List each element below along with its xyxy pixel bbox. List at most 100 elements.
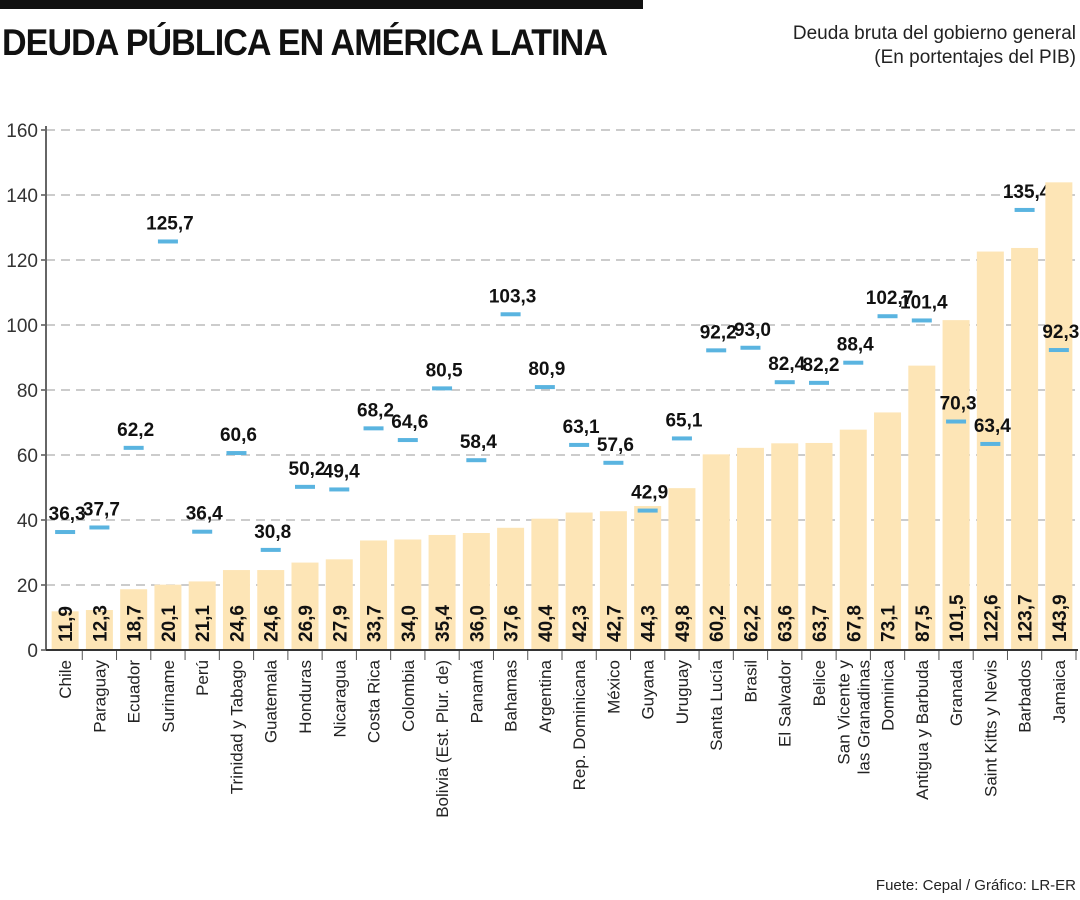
- y-tick-label: 40: [17, 511, 38, 532]
- category-label-line: Belice: [810, 660, 829, 706]
- marker-value-label: 82,4: [768, 354, 805, 375]
- y-tick-label: 100: [6, 316, 38, 337]
- category-label-line: Brasil: [741, 660, 760, 703]
- category-label-line: Honduras: [296, 660, 315, 734]
- marker: [55, 530, 76, 535]
- marker: [843, 360, 864, 365]
- bar-value-label: 37,6: [502, 605, 523, 642]
- category-label: Belice: [810, 660, 829, 706]
- bar-value-label: 11,9: [56, 606, 77, 642]
- marker: [534, 385, 555, 390]
- category-label-line: Trinidad y Tabago: [227, 660, 246, 794]
- bar: [428, 534, 456, 650]
- marker: [157, 239, 178, 244]
- category-label-line: Perú: [193, 660, 212, 696]
- bar: [805, 442, 833, 650]
- marker: [603, 460, 624, 465]
- marker-value-label: 135,4: [1003, 182, 1051, 203]
- subtitle-line-2: (En portentajes del PIB): [874, 47, 1076, 68]
- chart-title: DEUDA PÚBLICA EN AMÉRICA LATINA: [2, 22, 608, 63]
- category-label: Honduras: [296, 660, 315, 734]
- category-label: Brasil: [741, 660, 760, 703]
- chart-subtitle: Deuda bruta del gobierno general (En por…: [793, 22, 1076, 70]
- category-label: Granada: [947, 659, 966, 726]
- y-tick-label: 120: [6, 251, 38, 272]
- bar: [222, 570, 250, 650]
- category-label: Paraguay: [90, 660, 109, 733]
- category-label: Antigua y Barbuda: [913, 659, 932, 799]
- category-label: Argentina: [536, 659, 555, 732]
- marker-value-label: 49,4: [323, 461, 360, 482]
- category-label: Guatemala: [262, 659, 281, 743]
- marker: [946, 419, 967, 424]
- y-tick-label: 60: [17, 446, 38, 467]
- category-label: Jamaica: [1050, 659, 1069, 723]
- marker: [295, 484, 315, 489]
- category-label-line: las Granadinas: [854, 660, 873, 774]
- bar-value-label: 27,9: [330, 605, 351, 642]
- category-label-line: Argentina: [536, 659, 555, 732]
- marker: [706, 348, 727, 353]
- marker-value-label: 42,9: [631, 483, 668, 504]
- marker: [226, 451, 247, 456]
- bar-value-label: 87,5: [913, 605, 934, 642]
- category-label: Trinidad y Tabago: [227, 660, 246, 794]
- category-label: Panamá: [467, 659, 486, 723]
- category-label-line: Barbados: [1016, 660, 1035, 733]
- marker: [774, 380, 795, 385]
- marker-value-label: 58,4: [460, 432, 497, 453]
- marker: [260, 547, 281, 552]
- bar: [1045, 182, 1073, 650]
- bar: [634, 506, 662, 650]
- category-label: Colombia: [399, 659, 418, 731]
- bar: [257, 570, 285, 650]
- category-label-line: Colombia: [399, 659, 418, 731]
- bar-value-label: 122,6: [981, 594, 1002, 642]
- bar-value-label: 42,7: [604, 605, 625, 642]
- category-label: Ecuador: [125, 660, 144, 724]
- bar: [839, 429, 867, 650]
- top-rule: [0, 0, 643, 9]
- category-label: San Vicente ylas Granadinas: [834, 660, 873, 775]
- marker: [500, 312, 521, 317]
- category-label: Saint Kitts y Nevis: [981, 660, 1000, 797]
- bar-value-label: 34,0: [399, 605, 420, 642]
- marker: [466, 458, 487, 463]
- category-label-line: Saint Kitts y Nevis: [981, 660, 1000, 797]
- category-label-line: Guatemala: [262, 659, 281, 743]
- bar: [599, 511, 627, 650]
- marker-value-label: 64,6: [391, 412, 428, 433]
- y-tick-label: 20: [17, 576, 38, 597]
- marker-value-label: 70,3: [940, 394, 977, 415]
- source-note: Fuete: Cepal / Gráfico: LR-ER: [875, 877, 1076, 894]
- category-label: Bolivia (Est. Plur. de): [433, 660, 452, 818]
- y-tick-label: 140: [6, 186, 38, 207]
- category-label-line: Santa Lucía: [707, 659, 726, 750]
- category-label: Costa Rica: [365, 659, 384, 743]
- bar: [325, 559, 353, 650]
- bar-value-label: 44,3: [639, 605, 660, 642]
- marker: [1014, 207, 1035, 212]
- category-label: Guyana: [639, 659, 658, 719]
- marker-value-label: 50,2: [289, 459, 326, 480]
- marker: [911, 318, 932, 323]
- bar: [771, 443, 799, 650]
- category-label-line: Costa Rica: [365, 659, 384, 743]
- bar: [531, 518, 559, 650]
- category-label: Bahamas: [502, 660, 521, 732]
- marker-value-label: 60,6: [220, 425, 257, 446]
- category-label: Dominica: [879, 659, 898, 730]
- marker-value-label: 63,4: [974, 416, 1011, 437]
- category-label-line: Ecuador: [125, 660, 144, 724]
- bar: [360, 540, 388, 650]
- y-tick-label: 0: [27, 641, 38, 662]
- marker: [637, 508, 658, 513]
- category-label-line: Bahamas: [502, 660, 521, 732]
- marker: [809, 380, 829, 385]
- bar: [291, 562, 319, 650]
- bar: [51, 611, 79, 650]
- category-label-line: Rep. Dominicana: [570, 659, 589, 790]
- bar-value-label: 40,4: [536, 605, 557, 642]
